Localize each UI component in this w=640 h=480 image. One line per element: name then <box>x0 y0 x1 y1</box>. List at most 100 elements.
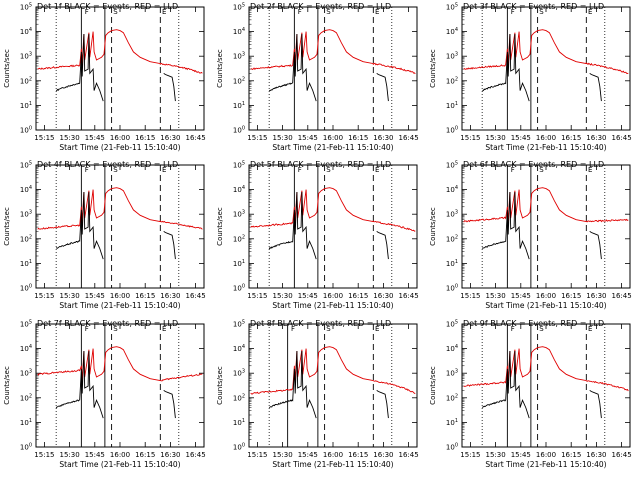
y-tick-label: 102 <box>20 234 32 243</box>
x-tick-label: 16:45 <box>186 292 206 300</box>
x-tick-label: 15:15 <box>460 451 480 459</box>
y-tick-label: 104 <box>233 185 245 194</box>
y-tick-label: 102 <box>446 393 458 402</box>
x-tick-label: 16:45 <box>612 134 632 142</box>
x-tick-label: 15:30 <box>486 451 506 459</box>
x-tick-label: 16:45 <box>612 292 632 300</box>
y-tick-label: 104 <box>446 344 458 353</box>
x-tick-label: 16:30 <box>373 292 393 300</box>
x-tick-label: 15:30 <box>60 134 80 142</box>
y-tick-label: 102 <box>446 234 458 243</box>
x-axis-label: Start Time (21-Feb-11 15:10:40) <box>59 143 180 152</box>
segment-label-E: E <box>588 325 592 333</box>
black-events-curve <box>55 191 104 260</box>
y-tick-label: 105 <box>233 320 245 329</box>
y-tick-label: 104 <box>446 27 458 36</box>
y-tick-label: 100 <box>20 443 32 452</box>
y-tick-label: 103 <box>233 369 245 378</box>
y-tick-label: 101 <box>20 101 32 110</box>
segment-label-S: S <box>326 325 331 333</box>
y-tick-label: 101 <box>446 101 458 110</box>
x-tick-label: 15:15 <box>247 451 267 459</box>
x-axis-label: Start Time (21-Feb-11 15:10:40) <box>272 460 393 469</box>
y-tick-label: 105 <box>20 3 32 12</box>
y-axis-label: Counts/sec <box>216 366 224 405</box>
x-tick-label: 15:15 <box>460 134 480 142</box>
segment-label-F: F <box>511 166 515 174</box>
x-tick-label: 16:45 <box>399 134 419 142</box>
x-tick-label: 16:30 <box>586 292 606 300</box>
x-tick-label: 16:30 <box>586 134 606 142</box>
y-tick-label: 104 <box>20 344 32 353</box>
black-events-curve <box>55 33 104 102</box>
x-tick-label: 16:45 <box>399 451 419 459</box>
x-axis-label: Start Time (21-Feb-11 15:10:40) <box>485 143 606 152</box>
x-tick-label: 15:45 <box>85 451 105 459</box>
segment-label-S: S <box>326 166 331 174</box>
chart-panel-9: Det 9f BLACK = Events, RED = LLD Counts/s… <box>429 319 632 469</box>
x-tick-label: 15:15 <box>34 134 54 142</box>
x-tick-label: 16:30 <box>160 292 180 300</box>
y-axis-label: Counts/sec <box>3 366 11 405</box>
segment-label-E: E <box>375 8 379 16</box>
segment-label-E: E <box>588 8 592 16</box>
x-tick-label: 15:15 <box>460 292 480 300</box>
chart-panel-7: Det 7f BLACK = Events, RED = LLD Counts/s… <box>3 319 206 469</box>
x-tick-label: 16:45 <box>612 451 632 459</box>
segment-label-F: F <box>85 166 89 174</box>
red-lld-curve <box>37 346 203 382</box>
x-tick-label: 15:30 <box>273 451 293 459</box>
y-tick-label: 100 <box>20 126 32 135</box>
y-tick-label: 101 <box>233 418 245 427</box>
chart-title: Det 5f BLACK = Events, RED = LLD <box>250 160 391 169</box>
black-events-curve-late <box>376 73 389 102</box>
x-tick-label: 15:15 <box>247 134 267 142</box>
segment-label-S: S <box>113 8 118 16</box>
y-tick-label: 104 <box>446 185 458 194</box>
y-tick-label: 102 <box>20 393 32 402</box>
black-events-curve <box>268 350 317 419</box>
y-axis-label: Counts/sec <box>216 207 224 246</box>
black-events-curve-late <box>589 73 602 102</box>
x-tick-label: 16:00 <box>323 134 343 142</box>
x-tick-label: 16:15 <box>348 451 368 459</box>
x-tick-label: 15:15 <box>34 451 54 459</box>
segment-label-S: S <box>539 325 544 333</box>
chart-title: Det 4f BLACK = Events, RED = LLD <box>37 160 178 169</box>
y-tick-label: 105 <box>233 161 245 170</box>
y-tick-label: 105 <box>20 161 32 170</box>
x-tick-label: 15:45 <box>298 134 318 142</box>
x-tick-label: 16:45 <box>186 451 206 459</box>
y-tick-label: 104 <box>233 27 245 36</box>
y-tick-label: 104 <box>20 27 32 36</box>
y-tick-label: 105 <box>233 3 245 12</box>
segment-label-F: F <box>511 8 515 16</box>
black-events-curve-late <box>589 231 602 260</box>
chart-title: Det 8f BLACK = Events, RED = LLD <box>250 319 391 328</box>
x-axis-label: Start Time (21-Feb-11 15:10:40) <box>59 460 180 469</box>
chart-title: Det 9f BLACK = Events, RED = LLD <box>463 319 604 328</box>
y-tick-label: 100 <box>233 126 245 135</box>
x-tick-label: 15:15 <box>34 292 54 300</box>
chart-panel-4: Det 4f BLACK = Events, RED = LLD Counts/s… <box>3 160 206 310</box>
x-tick-label: 15:45 <box>85 134 105 142</box>
x-tick-label: 15:15 <box>247 292 267 300</box>
segment-label-S: S <box>539 8 544 16</box>
x-tick-label: 16:45 <box>399 292 419 300</box>
red-lld-curve <box>250 29 416 75</box>
y-tick-label: 103 <box>20 369 32 378</box>
segment-label-F: F <box>85 325 89 333</box>
black-events-curve-late <box>376 390 389 419</box>
y-axis-label: Counts/sec <box>429 49 437 88</box>
y-tick-label: 100 <box>446 126 458 135</box>
y-tick-label: 105 <box>446 3 458 12</box>
x-tick-label: 16:30 <box>586 451 606 459</box>
black-events-curve <box>55 350 104 419</box>
x-tick-label: 16:30 <box>160 451 180 459</box>
y-tick-label: 103 <box>20 52 32 61</box>
x-tick-label: 15:30 <box>60 292 80 300</box>
y-tick-label: 101 <box>20 418 32 427</box>
y-tick-label: 102 <box>20 76 32 85</box>
black-events-curve <box>482 350 530 419</box>
